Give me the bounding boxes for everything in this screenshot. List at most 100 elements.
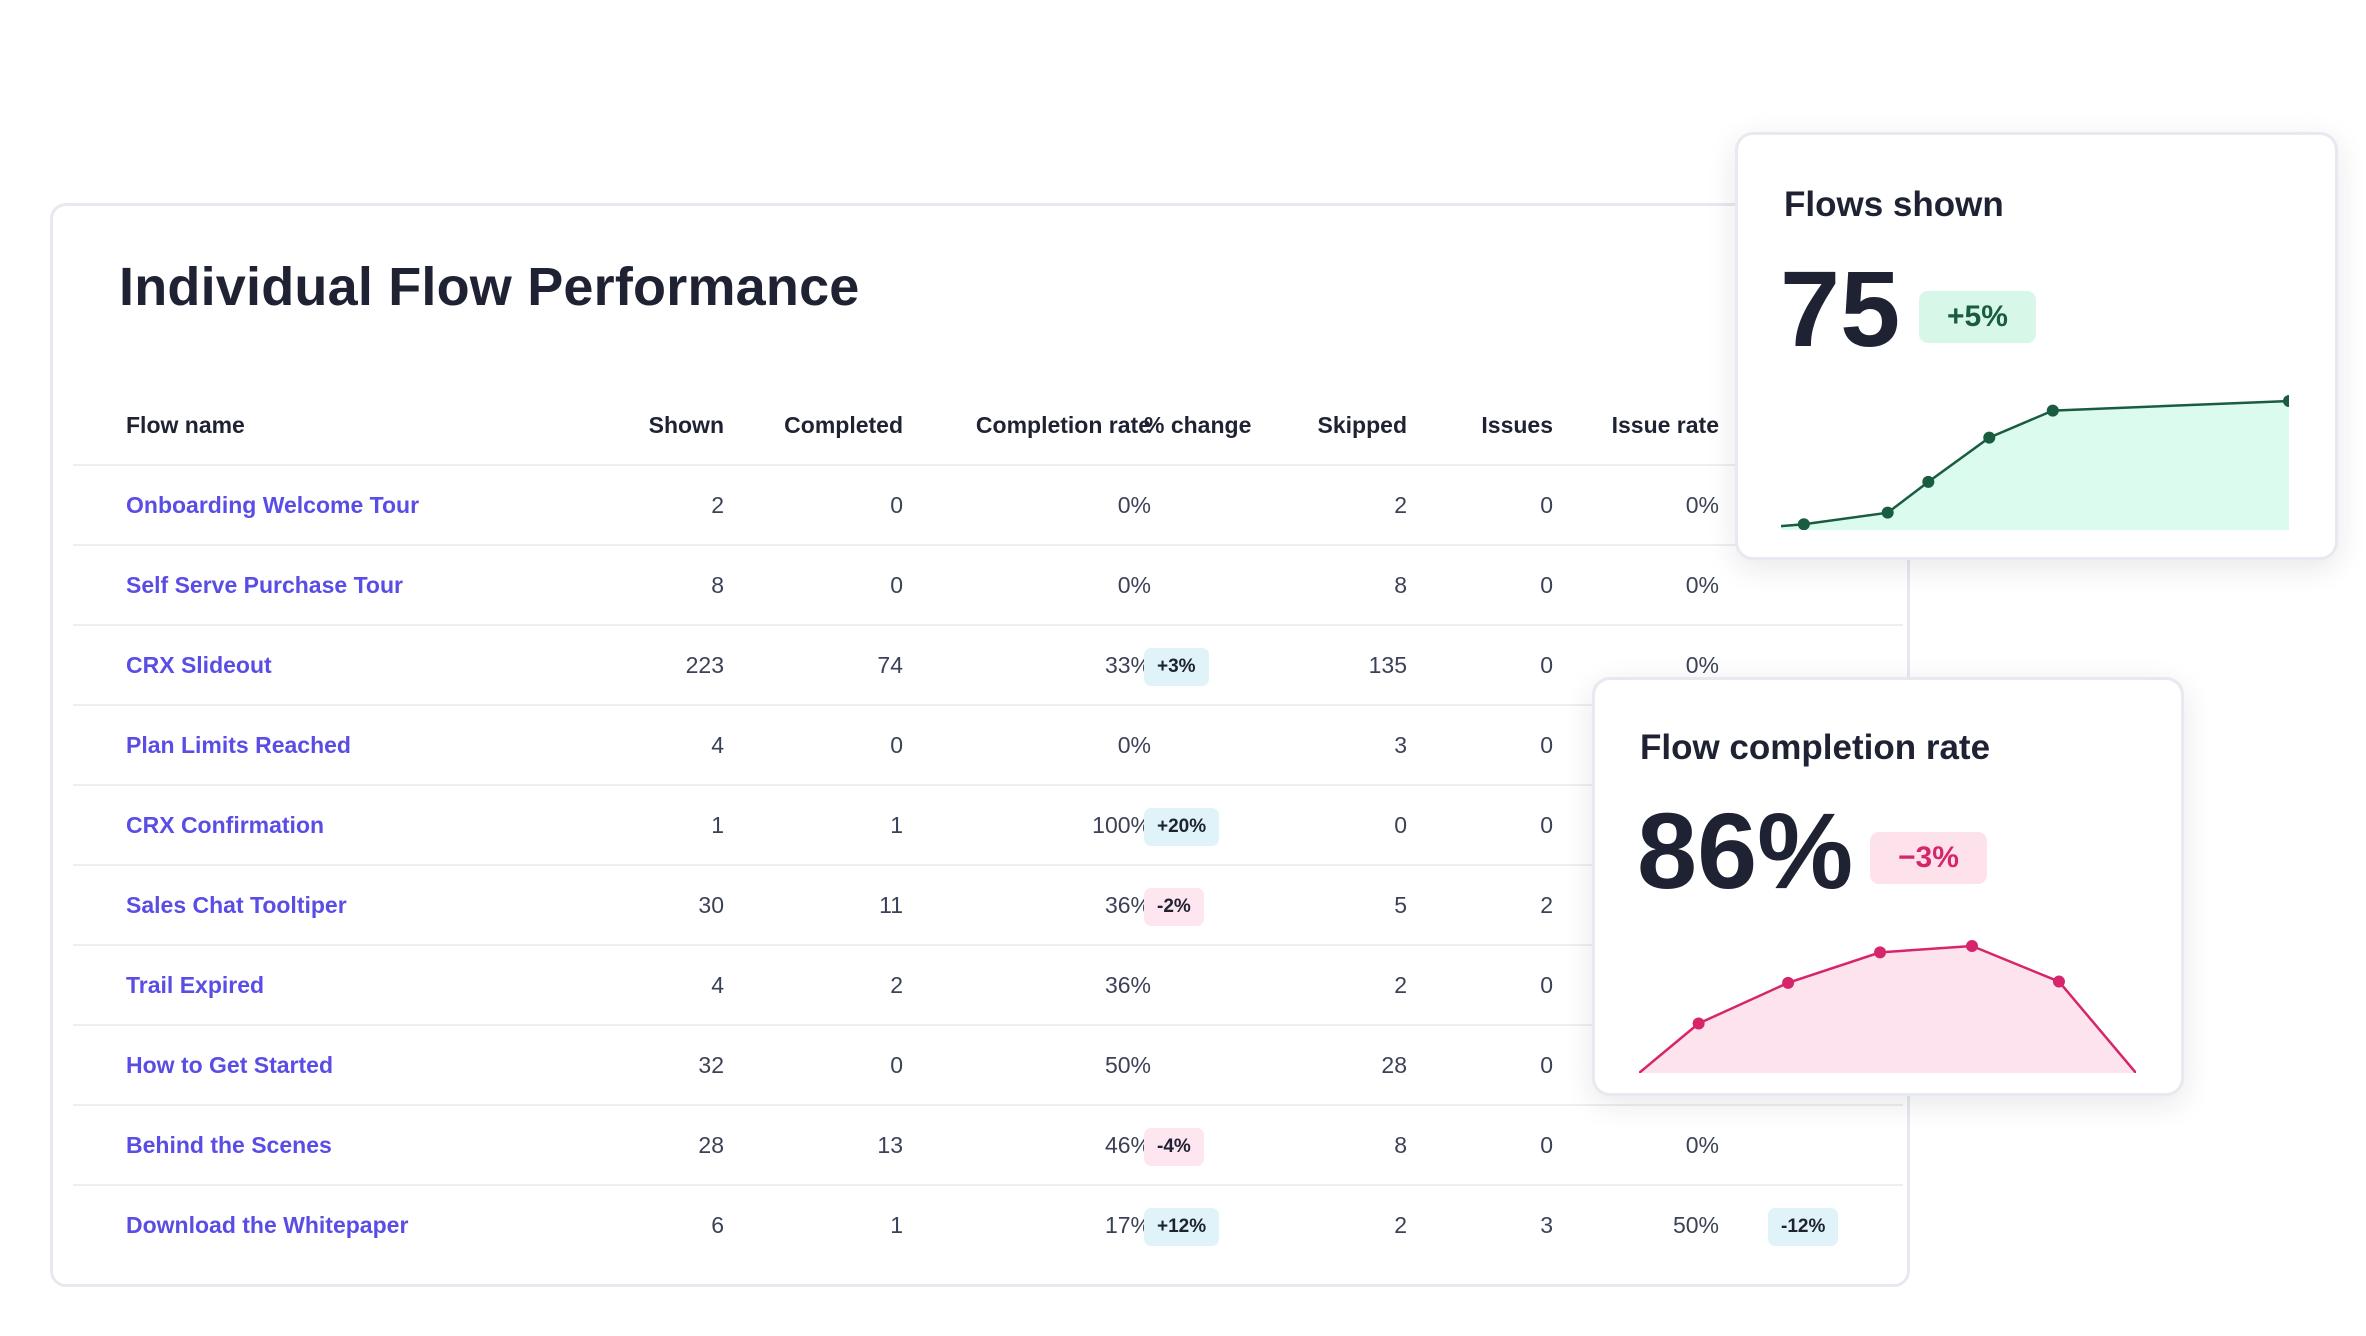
- table-row[interactable]: How to Get Started 32 0 50% 28 0: [73, 1026, 1903, 1106]
- issues-value: 0: [1540, 732, 1553, 758]
- completed-value: 74: [877, 652, 903, 678]
- shown-value: 223: [685, 652, 724, 678]
- col-percent-change[interactable]: % change: [1144, 412, 1252, 438]
- flow-table: Flow name Shown Completed Completion rat…: [73, 386, 1903, 1266]
- completion-rate-value: 33%: [1104, 652, 1151, 678]
- completion-rate-card: Flow completion rate 86% −3%: [1592, 677, 2184, 1096]
- issue-rate-value: 50%: [1672, 1212, 1719, 1238]
- issues-value: 0: [1540, 572, 1553, 598]
- issues-value: 0: [1540, 652, 1553, 678]
- completion-rate-value: 17%: [1104, 1212, 1151, 1238]
- flow-name-link[interactable]: Download the Whitepaper: [126, 1212, 409, 1238]
- col-completion-rate[interactable]: Completion rate: [975, 412, 1151, 438]
- col-issue-rate[interactable]: Issue rate: [1611, 412, 1719, 438]
- sparkline-point: [1965, 940, 1978, 952]
- table-row[interactable]: Behind the Scenes 28 13 46% 8 0 0% -4%: [73, 1106, 1903, 1186]
- flows-shown-card: Flows shown 75 +5%: [1735, 132, 2338, 560]
- completed-value: 2: [890, 972, 903, 998]
- flow-name-link[interactable]: Onboarding Welcome Tour: [126, 492, 420, 518]
- table-row[interactable]: Sales Chat Tooltiper 30 11 36% 5 2 -2%: [73, 866, 1903, 946]
- completed-value: 1: [890, 1212, 903, 1238]
- completion-rate-value: 100%: [1092, 812, 1151, 838]
- change-cell: -4%: [1144, 1106, 1204, 1184]
- completed-value: 1: [890, 812, 903, 838]
- col-skipped[interactable]: Skipped: [1317, 412, 1407, 438]
- sparkline-point: [1797, 518, 1810, 530]
- sparkline-point: [1692, 1017, 1705, 1030]
- sparkline-point: [1922, 475, 1935, 488]
- shown-value: 1: [711, 812, 724, 838]
- kpi-value: 75: [1780, 248, 1901, 369]
- change-badge: -4%: [1144, 1127, 1204, 1166]
- completed-value: 0: [890, 732, 903, 758]
- sparkline-point: [2046, 404, 2059, 417]
- flow-name-link[interactable]: Trail Expired: [126, 972, 265, 998]
- change-cell: +20%: [1144, 786, 1220, 864]
- completed-value: 0: [890, 1052, 903, 1078]
- sparkline-point: [1874, 946, 1887, 959]
- flow-name-link[interactable]: Self Serve Purchase Tour: [126, 572, 403, 598]
- shown-value: 6: [711, 1212, 724, 1238]
- skipped-value: 2: [1394, 492, 1407, 518]
- change-cell: -2%: [1144, 866, 1204, 944]
- shown-value: 4: [711, 732, 724, 758]
- flow-name-link[interactable]: Plan Limits Reached: [126, 732, 351, 758]
- card-title: Flows shown: [1784, 185, 2004, 224]
- flow-name-link[interactable]: CRX Confirmation: [126, 812, 325, 838]
- table-row[interactable]: Plan Limits Reached 4 0 0% 3 0: [73, 706, 1903, 786]
- shown-value: 4: [711, 972, 724, 998]
- sparkline-point: [1782, 976, 1795, 989]
- shown-value: 2: [711, 492, 724, 518]
- sparkline-point: [2283, 395, 2289, 407]
- issues-value: 0: [1540, 492, 1553, 518]
- completed-value: 13: [877, 1132, 903, 1158]
- change-badge: +12%: [1144, 1207, 1220, 1246]
- issue-rate-value: 0%: [1685, 652, 1719, 678]
- skipped-value: 2: [1394, 1212, 1407, 1238]
- col-shown[interactable]: Shown: [648, 412, 724, 438]
- table-row[interactable]: Self Serve Purchase Tour 8 0 0% 8 0 0%: [73, 546, 1903, 626]
- skipped-value: 8: [1394, 1132, 1407, 1158]
- change-badge: +3%: [1144, 647, 1209, 686]
- kpi-change-badge: +5%: [1919, 291, 2036, 343]
- table-row[interactable]: CRX Slideout 223 74 33% 135 0 0% +3%: [73, 626, 1903, 706]
- flow-name-link[interactable]: CRX Slideout: [126, 652, 272, 678]
- issues-value: 0: [1540, 972, 1553, 998]
- table-row[interactable]: Download the Whitepaper 6 1 17% 2 3 50% +12% -12…: [73, 1186, 1903, 1266]
- completed-value: 0: [890, 572, 903, 598]
- completion-rate-value: 36%: [1104, 972, 1151, 998]
- sparkline-area: [1781, 401, 2289, 530]
- change-cell: +3%: [1144, 626, 1209, 704]
- completion-rate-value: 0%: [1117, 732, 1151, 758]
- change-cell: +12%: [1144, 1186, 1220, 1264]
- skipped-value: 28: [1381, 1052, 1407, 1078]
- card-title: Flow completion rate: [1640, 728, 1991, 767]
- col-completed[interactable]: Completed: [784, 412, 903, 438]
- issue-rate-value: 0%: [1685, 492, 1719, 518]
- table-row[interactable]: Trail Expired 4 2 36% 2 0: [73, 946, 1903, 1026]
- skipped-value: 5: [1394, 892, 1407, 918]
- table-row[interactable]: Onboarding Welcome Tour 2 0 0% 2 0 0%: [73, 466, 1903, 546]
- table-row[interactable]: CRX Confirmation 1 1 100% 0 0 +20%: [73, 786, 1903, 866]
- shown-value: 8: [711, 572, 724, 598]
- flow-name-link[interactable]: Sales Chat Tooltiper: [126, 892, 347, 918]
- completion-rate-value: 36%: [1104, 892, 1151, 918]
- col-issues[interactable]: Issues: [1481, 412, 1553, 438]
- col-flow-name[interactable]: Flow name: [126, 412, 245, 438]
- completion-rate-value: 0%: [1117, 492, 1151, 518]
- issue-change-badge: -12%: [1768, 1207, 1839, 1246]
- shown-value: 32: [698, 1052, 724, 1078]
- shown-value: 30: [698, 892, 724, 918]
- issue-change-cell: -12%: [1768, 1186, 1839, 1264]
- completion-rate-value: 0%: [1117, 572, 1151, 598]
- kpi-value: 86%: [1637, 790, 1854, 911]
- skipped-value: 2: [1394, 972, 1407, 998]
- sparkline-point: [1881, 506, 1894, 519]
- flow-name-link[interactable]: How to Get Started: [126, 1052, 334, 1078]
- issues-value: 3: [1540, 1212, 1553, 1238]
- page-title: Individual Flow Performance: [119, 257, 860, 317]
- flow-name-link[interactable]: Behind the Scenes: [126, 1132, 332, 1158]
- sparkline-point: [2052, 975, 2065, 988]
- completion-rate-value: 50%: [1104, 1052, 1151, 1078]
- issue-rate-value: 0%: [1685, 1132, 1719, 1158]
